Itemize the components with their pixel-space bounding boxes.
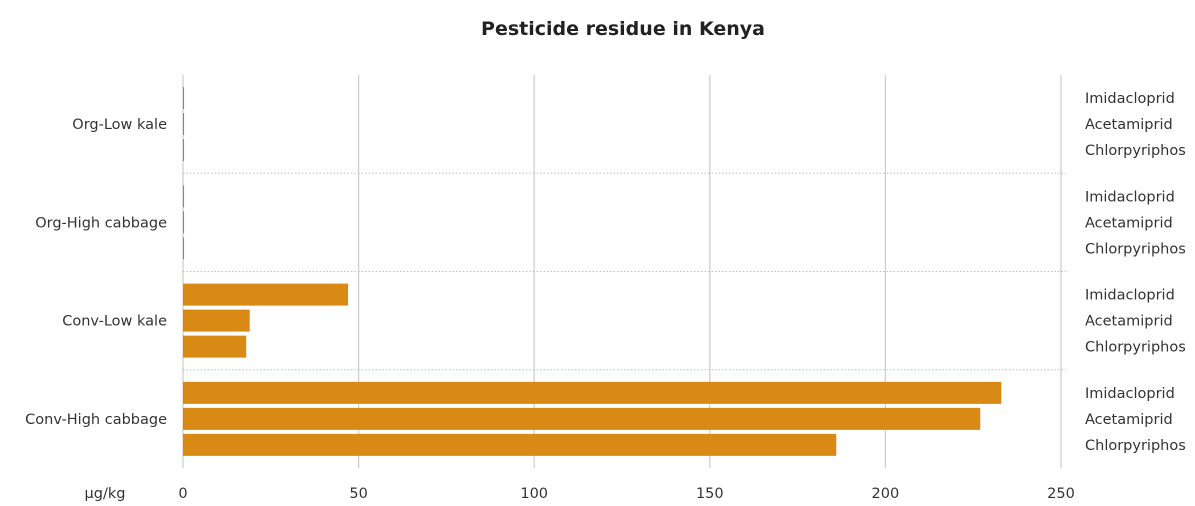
bars bbox=[183, 87, 1002, 456]
group-separators bbox=[183, 172, 1066, 371]
category-labels: Org-Low kale Org-High cabbage Conv-Low kal… bbox=[25, 117, 167, 428]
x-tick-label: 200 bbox=[872, 486, 900, 502]
bar-chlorpyriphos bbox=[183, 139, 185, 162]
x-tick-label: 250 bbox=[1047, 486, 1075, 502]
x-tick-label: 0 bbox=[178, 486, 187, 502]
bar-chlorpyriphos bbox=[183, 433, 837, 456]
series-label: Imidacloprid bbox=[1085, 288, 1175, 304]
series-label: Chlorpyriphos bbox=[1085, 143, 1186, 159]
series-label: Acetamiprid bbox=[1085, 314, 1173, 330]
bar-acetamiprid bbox=[183, 113, 185, 136]
series-label: Chlorpyriphos bbox=[1085, 340, 1186, 356]
category-label: Org-Low kale bbox=[72, 117, 167, 133]
chart-title: Pesticide residue in Kenya bbox=[481, 18, 765, 40]
series-label: Chlorpyriphos bbox=[1085, 241, 1186, 257]
bar-acetamiprid bbox=[183, 309, 250, 332]
series-label: Imidacloprid bbox=[1085, 189, 1175, 205]
category-label: Conv-High cabbage bbox=[25, 412, 167, 428]
bar-imidacloprid bbox=[183, 381, 1002, 404]
category-label: Conv-Low kale bbox=[62, 314, 167, 330]
x-tick-labels: 0 50 100 150 200 250 bbox=[178, 486, 1074, 502]
bar-acetamiprid bbox=[183, 407, 981, 430]
x-tick-label: 100 bbox=[520, 486, 548, 502]
x-axis-unit-label: µg/kg bbox=[85, 486, 126, 502]
series-label: Acetamiprid bbox=[1085, 117, 1173, 133]
series-label: Imidacloprid bbox=[1085, 91, 1175, 107]
series-label: Acetamiprid bbox=[1085, 412, 1173, 428]
bar-imidacloprid bbox=[183, 185, 185, 208]
category-label: Org-High cabbage bbox=[35, 215, 167, 231]
series-label: Acetamiprid bbox=[1085, 215, 1173, 231]
bar-acetamiprid bbox=[183, 211, 185, 234]
bar-imidacloprid bbox=[183, 283, 349, 306]
x-tick-label: 50 bbox=[349, 486, 367, 502]
bar-chlorpyriphos bbox=[183, 237, 185, 260]
series-label: Imidacloprid bbox=[1085, 386, 1175, 402]
bar-chlorpyriphos bbox=[183, 335, 247, 358]
series-labels: Imidacloprid Acetamiprid Chlorpyriphos Imid… bbox=[1085, 91, 1186, 454]
series-label: Chlorpyriphos bbox=[1085, 438, 1186, 454]
bar-imidacloprid bbox=[183, 87, 185, 110]
x-tick-label: 150 bbox=[696, 486, 724, 502]
